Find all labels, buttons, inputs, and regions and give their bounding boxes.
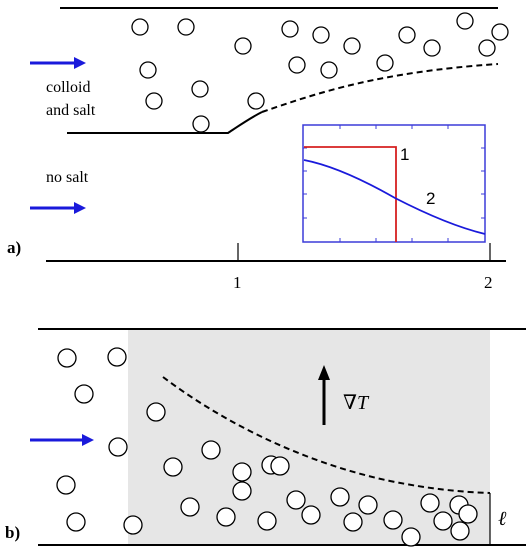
flow-arrow-b xyxy=(30,434,94,446)
colloid xyxy=(108,437,128,457)
panel-b-label: b) xyxy=(5,523,20,542)
colloid xyxy=(74,384,94,404)
gradient-label: ∇T xyxy=(343,392,370,414)
diffusion-front-dashed xyxy=(261,63,499,113)
inset-frame xyxy=(302,124,486,243)
colloid xyxy=(450,521,470,541)
colloid xyxy=(491,23,509,41)
colloid xyxy=(398,26,416,44)
colloid xyxy=(131,18,149,36)
colloid-particles-a xyxy=(131,12,509,133)
colloid-particles-b xyxy=(56,347,478,547)
colloid xyxy=(192,115,210,133)
layer-thickness-label: ℓ xyxy=(498,508,507,530)
colloid xyxy=(420,493,440,513)
colloid xyxy=(286,490,306,510)
colloid xyxy=(180,497,200,517)
colloid xyxy=(312,26,330,44)
inset-curve-2 xyxy=(303,159,486,235)
colloid xyxy=(139,61,157,79)
colloid xyxy=(281,20,299,38)
colloid xyxy=(358,495,378,515)
panel-a: colloid and salt no salt xyxy=(7,7,509,292)
colloid xyxy=(343,37,361,55)
colloid xyxy=(234,37,252,55)
label-no-salt: no salt xyxy=(46,169,89,186)
depletion-boundary-dashed xyxy=(162,376,491,494)
colloid xyxy=(145,92,163,110)
flow-arrow-top xyxy=(30,57,86,69)
colloid xyxy=(456,12,474,30)
colloid xyxy=(163,457,183,477)
axis-tick-label-2: 2 xyxy=(484,273,493,292)
flow-arrow-bottom xyxy=(30,202,86,214)
colloid xyxy=(270,456,290,476)
colloid xyxy=(478,39,496,57)
inset-ticks xyxy=(303,125,485,242)
colloid xyxy=(458,504,478,524)
colloid xyxy=(123,515,143,535)
colloid xyxy=(216,507,236,527)
colloid xyxy=(107,347,127,367)
colloid xyxy=(232,481,252,501)
colloid xyxy=(201,440,221,460)
inset-curve-2-label: 2 xyxy=(426,189,435,208)
inset-curve-1 xyxy=(304,146,397,242)
colloid xyxy=(57,348,77,368)
colloid xyxy=(383,510,403,530)
label-and-salt: and salt xyxy=(46,102,96,119)
colloid xyxy=(257,511,277,531)
colloid xyxy=(423,39,441,57)
colloid xyxy=(433,511,453,531)
colloid xyxy=(330,487,350,507)
colloid xyxy=(343,512,363,532)
colloid xyxy=(288,56,306,74)
inset-plot: 1 2 xyxy=(302,124,486,243)
colloid xyxy=(56,475,76,495)
axis-tick-label-1: 1 xyxy=(233,273,242,292)
colloid xyxy=(401,527,421,547)
colloid xyxy=(247,92,265,110)
label-colloid: colloid xyxy=(46,79,90,96)
colloid xyxy=(232,462,252,482)
colloid xyxy=(146,402,166,422)
colloid xyxy=(66,512,86,532)
colloid xyxy=(376,54,394,72)
colloid xyxy=(191,80,209,98)
inset-curve-1-label: 1 xyxy=(400,145,409,164)
colloid xyxy=(301,505,321,525)
temperature-gradient-arrow xyxy=(318,365,330,425)
colloid xyxy=(177,18,195,36)
channel-bottom-wall-step xyxy=(67,111,263,134)
panel-a-label: a) xyxy=(7,238,21,257)
panel-b: ∇T xyxy=(5,328,526,547)
colloid xyxy=(320,61,338,79)
